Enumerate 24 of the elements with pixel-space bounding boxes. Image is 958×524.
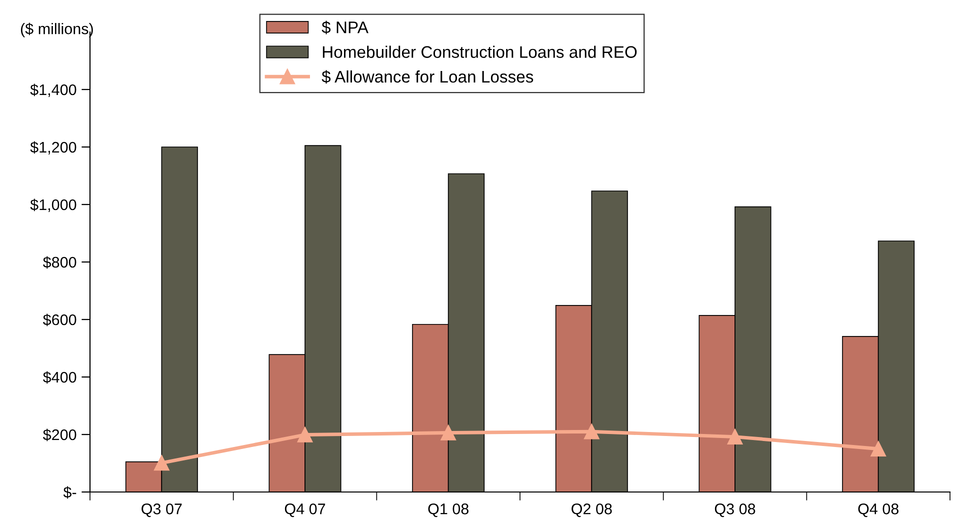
y-tick-label: $1,200: [30, 141, 76, 154]
x-tick-label: Q4 08: [858, 504, 898, 518]
y-tick-label: $600: [42, 314, 76, 326]
y-tick-label: $-: [63, 486, 76, 499]
x-tick-label: Q3 07: [142, 504, 182, 518]
y-tick-label: $400: [42, 371, 76, 384]
y-tick-label: $1,000: [30, 198, 76, 212]
x-tick-label: Q2 08: [572, 504, 612, 518]
y-tick-label: $200: [42, 428, 76, 442]
legend-label: $ Allowance for Loan Losses: [322, 70, 534, 84]
point: [870, 441, 886, 457]
x-tick-label: Q1 08: [428, 504, 468, 518]
legend-label: Homebuilder Construction Loans and REO: [322, 46, 637, 58]
legend-label: $ NPA: [322, 20, 368, 34]
point: [154, 455, 170, 471]
y-tick-label: $1,400: [30, 84, 76, 97]
point: [727, 429, 743, 444]
point: [584, 424, 600, 440]
y-axis-title: ($ millions): [20, 22, 93, 38]
y-tick-label: $800: [42, 256, 76, 269]
point: [297, 427, 313, 442]
x-tick-label: Q4 07: [284, 504, 326, 518]
x-tick-label: Q3 08: [714, 504, 756, 518]
point: [440, 425, 456, 440]
